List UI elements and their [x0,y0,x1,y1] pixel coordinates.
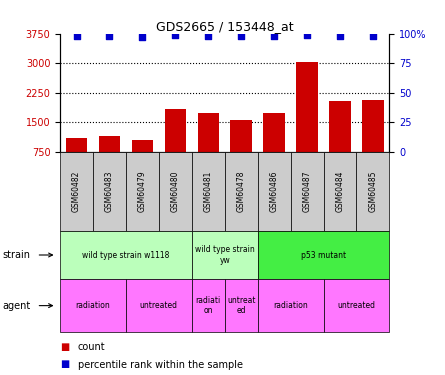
Text: GSM60486: GSM60486 [270,171,279,212]
Text: GSM60482: GSM60482 [72,171,81,212]
Point [271,33,278,39]
Text: GSM60484: GSM60484 [336,171,344,212]
Bar [198,112,219,182]
Title: GDS2665 / 153448_at: GDS2665 / 153448_at [156,20,294,33]
Text: GSM60483: GSM60483 [105,171,114,212]
Text: untreated: untreated [337,301,376,310]
Bar [66,138,87,182]
Text: agent: agent [2,301,30,310]
Text: GSM60478: GSM60478 [237,171,246,212]
Point [73,33,80,39]
Bar [99,136,120,182]
Text: GSM60479: GSM60479 [138,170,147,212]
Text: untreat
ed: untreat ed [227,296,255,315]
Bar [165,109,186,182]
Text: strain: strain [2,250,30,260]
Point [238,33,245,39]
Text: GSM60487: GSM60487 [303,171,312,212]
Text: radiation: radiation [273,301,308,310]
Text: radiati
on: radiati on [196,296,221,315]
Text: p53 mutant: p53 mutant [301,251,346,260]
Text: radiation: radiation [76,301,110,310]
Text: wild type strain
yw: wild type strain yw [195,245,255,265]
Point [106,33,113,39]
Bar [231,120,252,182]
Text: GSM60480: GSM60480 [171,171,180,212]
Point [369,33,376,39]
Bar [329,101,351,182]
Bar [296,63,318,182]
Bar [362,99,384,182]
Text: wild type strain w1118: wild type strain w1118 [82,251,170,260]
Text: untreated: untreated [140,301,178,310]
Bar [263,112,285,182]
Text: ■: ■ [60,360,69,369]
Text: percentile rank within the sample: percentile rank within the sample [78,360,243,369]
Point [205,33,212,39]
Point [139,34,146,40]
Text: ■: ■ [60,342,69,352]
Text: GSM60481: GSM60481 [204,171,213,212]
Text: count: count [78,342,105,352]
Point [303,32,311,38]
Bar [132,140,153,182]
Point [336,33,344,39]
Point [172,32,179,38]
Text: GSM60485: GSM60485 [368,171,377,212]
